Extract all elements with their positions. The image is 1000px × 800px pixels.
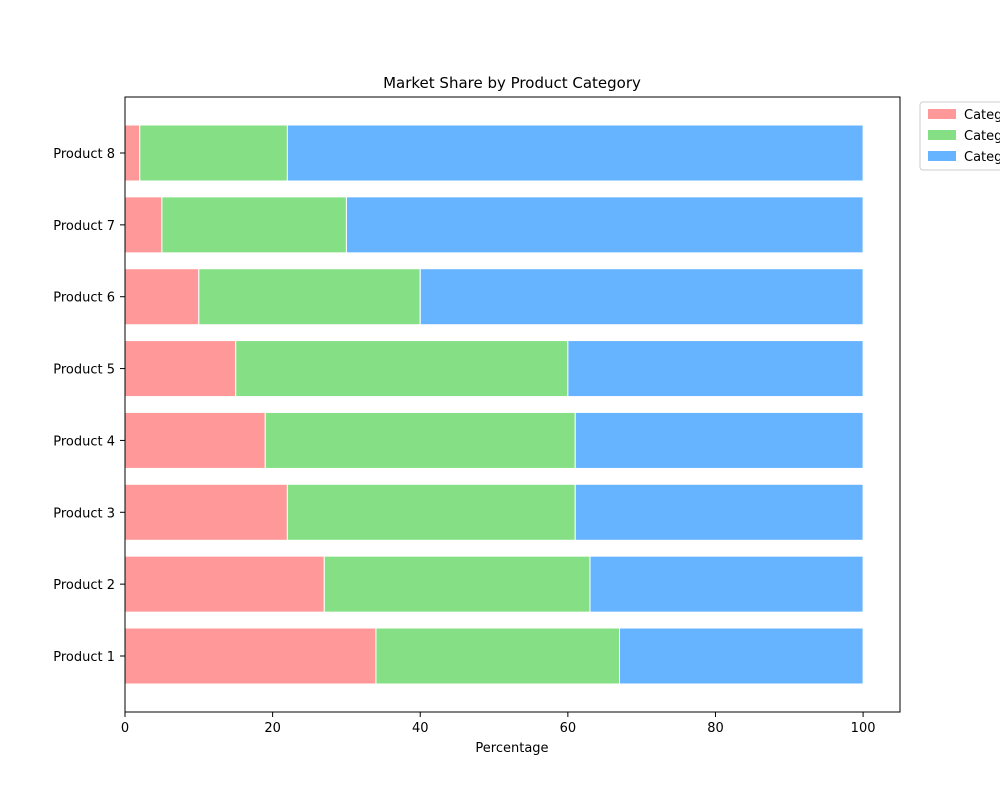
bars-layer	[124, 124, 864, 685]
x-axis: 0 20 40 60 80 100	[121, 712, 876, 736]
x-axis-label: Percentage	[475, 741, 548, 756]
bar-product-7-series-2	[161, 196, 347, 254]
y-tick-label: Product 5	[53, 363, 115, 378]
bar-product-2-series-3	[589, 555, 864, 613]
bar-product-2-series-1	[124, 555, 325, 613]
bar-product-5-series-3	[567, 340, 864, 398]
y-axis: Product 1 Product 2 Product 3 Product 4 Prod…	[53, 147, 125, 665]
bar-product-5-series-1	[124, 340, 237, 398]
bar-product-7-series-3	[345, 196, 864, 254]
legend-label-series-3: Categ	[964, 150, 1000, 165]
y-tick-label: Product 1	[53, 650, 115, 665]
legend-swatch-series-3	[928, 151, 956, 161]
bar-product-3-series-3	[574, 483, 864, 541]
y-tick-label: Product 7	[53, 219, 115, 234]
chart-title: Market Share by Product Category	[383, 74, 641, 92]
bar-product-5-series-2	[235, 340, 569, 398]
plot-frame	[124, 96, 901, 713]
bar-product-1-series-1	[124, 627, 377, 685]
x-tick-label: 60	[560, 721, 577, 736]
bar-product-6-series-1	[124, 268, 200, 326]
x-tick-label: 20	[264, 721, 281, 736]
x-tick-label: 40	[412, 721, 429, 736]
y-tick-label: Product 8	[53, 147, 115, 162]
bar-product-6-series-2	[198, 268, 421, 326]
y-tick-label: Product 3	[53, 506, 115, 521]
bar-product-8-series-1	[124, 124, 141, 182]
legend-label-series-1: Categ	[964, 108, 1000, 123]
bar-product-4-series-3	[574, 411, 864, 469]
y-tick-label: Product 2	[53, 578, 115, 593]
bar-product-3-series-1	[124, 483, 288, 541]
legend-swatch-series-2	[928, 130, 956, 140]
legend-swatch-series-1	[928, 109, 956, 119]
bar-product-2-series-2	[323, 555, 591, 613]
bar-product-4-series-1	[124, 411, 266, 469]
bar-product-1-series-2	[375, 627, 621, 685]
bar-product-6-series-3	[419, 268, 864, 326]
bar-product-8-series-2	[139, 124, 288, 182]
legend-label-series-2: Categ	[964, 129, 1000, 144]
y-tick-label: Product 4	[53, 434, 115, 449]
bar-product-1-series-3	[619, 627, 864, 685]
y-tick-label: Product 6	[53, 291, 115, 306]
x-tick-label: 80	[707, 721, 724, 736]
bar-product-3-series-2	[286, 483, 576, 541]
legend: Categ Categ Categ	[919, 101, 1000, 171]
bar-product-7-series-1	[124, 196, 163, 254]
x-tick-label: 100	[851, 721, 876, 736]
bar-product-8-series-3	[286, 124, 864, 182]
x-tick-label: 0	[121, 721, 129, 736]
bar-product-4-series-2	[264, 411, 576, 469]
